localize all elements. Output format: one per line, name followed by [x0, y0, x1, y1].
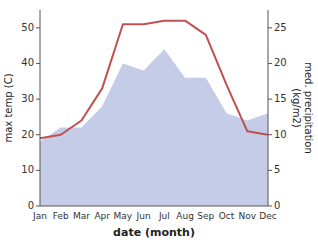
x-tick-label: Nov: [238, 211, 256, 221]
x-tick-label: Jan: [32, 211, 47, 221]
tick-label: 15: [274, 93, 287, 104]
x-axis-line: [40, 206, 268, 207]
tick-label: 30: [21, 93, 34, 104]
tick: [36, 206, 40, 207]
x-tick-label: Oct: [219, 211, 235, 221]
chart: 0 10 20 30 40 50 0 5 10 15 20 25 Jan Feb Mar Apr MayJun J…: [0, 0, 318, 242]
x-tick-label: Dec: [259, 211, 276, 221]
x-tick-label: Aug: [176, 211, 194, 221]
tick: [36, 99, 40, 100]
y2-axis-label: med. precipitation(kg/m2): [291, 62, 314, 154]
label-line: med. precipitation: [303, 62, 314, 154]
line: [40, 21, 268, 139]
tick-label: 10: [21, 164, 34, 175]
tick-label: 20: [274, 57, 287, 68]
x-tick-label: Mar: [73, 211, 90, 221]
tick: [268, 134, 272, 135]
tick-label: 40: [21, 57, 34, 68]
tick-label: 0: [28, 200, 34, 211]
x-tick-label: Jul: [158, 211, 170, 221]
x-tick-label: Sep: [197, 211, 214, 221]
tick-label: 50: [21, 22, 34, 33]
label-line: (kg/m2): [291, 88, 302, 128]
tick: [268, 206, 272, 207]
area: [40, 49, 268, 206]
x-tick-label: Feb: [53, 211, 69, 221]
tick-label: 0: [274, 200, 280, 211]
page: {"chart_data": {"type": "line", "categor…: [0, 0, 318, 242]
tick: [268, 170, 272, 171]
x-tick-label: Apr: [94, 211, 110, 221]
x-tick-label: May: [114, 211, 133, 221]
tick: [36, 63, 40, 64]
plot-area: [40, 21, 268, 206]
tick-label: 25: [274, 22, 287, 33]
tick: [36, 134, 40, 135]
y-axis-label: max temp (C): [3, 73, 14, 142]
tick: [268, 63, 272, 64]
tick: [36, 170, 40, 171]
y2-axis-line: [268, 10, 269, 206]
x-axis-label: date (month): [113, 226, 195, 239]
tick-label: 10: [274, 129, 287, 140]
tick-label: 5: [274, 164, 280, 175]
tick-label: 20: [21, 129, 34, 140]
x-tick-label: Jun: [136, 211, 151, 221]
y-axis-line: [40, 10, 41, 206]
tick: [36, 27, 40, 28]
tick: [268, 27, 272, 28]
tick: [268, 99, 272, 100]
